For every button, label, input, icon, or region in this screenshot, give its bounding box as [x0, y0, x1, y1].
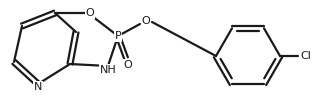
Text: O: O [124, 60, 132, 70]
Text: NH: NH [100, 65, 116, 75]
Text: N: N [34, 82, 42, 92]
Text: O: O [142, 16, 150, 26]
Text: P: P [115, 31, 121, 41]
Text: O: O [86, 8, 94, 18]
Text: Cl: Cl [300, 51, 311, 61]
